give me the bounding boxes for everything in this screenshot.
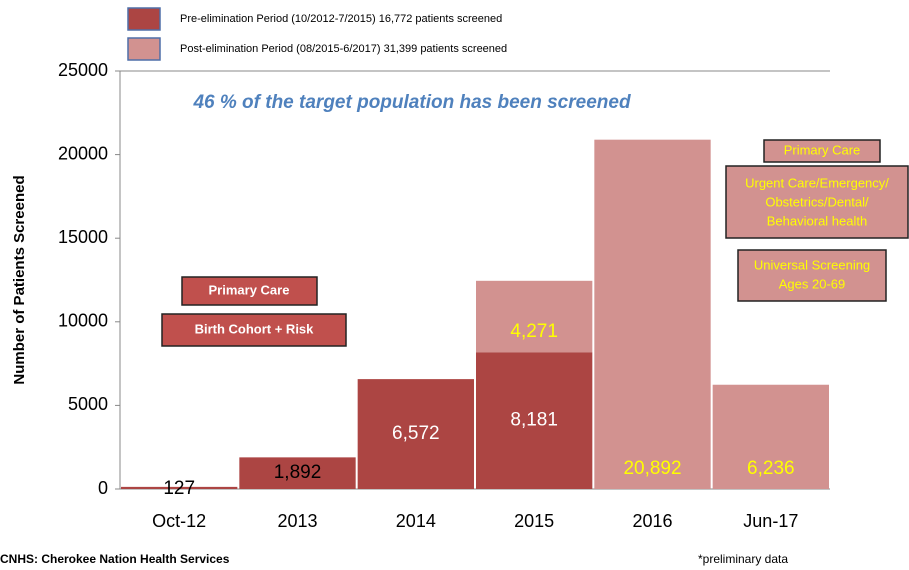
y-tick-label: 20000 bbox=[58, 143, 108, 163]
box-text: Behavioral health bbox=[767, 213, 867, 228]
legend-swatch bbox=[127, 7, 161, 31]
bar bbox=[476, 280, 593, 353]
bar bbox=[476, 352, 593, 489]
box-text: Urgent Care/Emergency/ bbox=[745, 175, 889, 190]
value-label: 1,892 bbox=[274, 462, 322, 483]
y-tick-label: 5000 bbox=[68, 394, 108, 414]
annotation: 46 % of the target population has been s… bbox=[192, 92, 630, 113]
x-tick-label: 2013 bbox=[277, 511, 317, 531]
legend-swatch bbox=[127, 37, 161, 61]
annotation-box bbox=[161, 313, 347, 347]
box-text: Primary Care bbox=[209, 282, 290, 297]
annotation-box bbox=[725, 165, 909, 239]
x-tick-label: 2015 bbox=[514, 511, 554, 531]
value-label: 20,892 bbox=[623, 458, 681, 479]
y-tick-label: 0 bbox=[98, 478, 108, 498]
x-tick-label: Oct-12 bbox=[152, 511, 206, 531]
annotation-box bbox=[737, 249, 887, 302]
box-text: Universal Screening bbox=[754, 257, 870, 272]
box-text: Birth Cohort + Risk bbox=[195, 321, 315, 336]
value-label: 4,271 bbox=[510, 321, 558, 342]
annotation-box bbox=[181, 276, 318, 306]
y-tick-label: 25000 bbox=[58, 60, 108, 80]
y-tick-label: 10000 bbox=[58, 311, 108, 331]
box-text: Primary Care bbox=[784, 142, 861, 157]
value-label: 6,572 bbox=[392, 423, 440, 444]
bar bbox=[121, 486, 238, 489]
bar bbox=[239, 457, 356, 489]
legend-label: Post-elimination Period (08/2015-6/2017)… bbox=[180, 43, 507, 55]
bar bbox=[357, 379, 474, 489]
annotation-box bbox=[763, 139, 881, 163]
bar bbox=[594, 139, 711, 489]
box-text: Ages 20-69 bbox=[779, 276, 846, 291]
x-tick-label: 2014 bbox=[396, 511, 436, 531]
source: CNHS: Cherokee Nation Health Services bbox=[0, 552, 230, 566]
value-label: 6,236 bbox=[747, 458, 795, 479]
y-tick-label: 15000 bbox=[58, 227, 108, 247]
bar bbox=[712, 384, 829, 489]
x-tick-label: 2016 bbox=[632, 511, 672, 531]
value-label: 8,181 bbox=[510, 410, 558, 431]
y-axis-label: Number of Patients Screened bbox=[11, 175, 28, 384]
box-text: Obstetrics/Dental/ bbox=[765, 194, 869, 209]
value-label: 127 bbox=[163, 478, 195, 499]
note: *preliminary data bbox=[698, 552, 788, 566]
legend-label: Pre-elimination Period (10/2012-7/2015) … bbox=[180, 13, 502, 25]
x-tick-label: Jun-17 bbox=[743, 511, 798, 531]
